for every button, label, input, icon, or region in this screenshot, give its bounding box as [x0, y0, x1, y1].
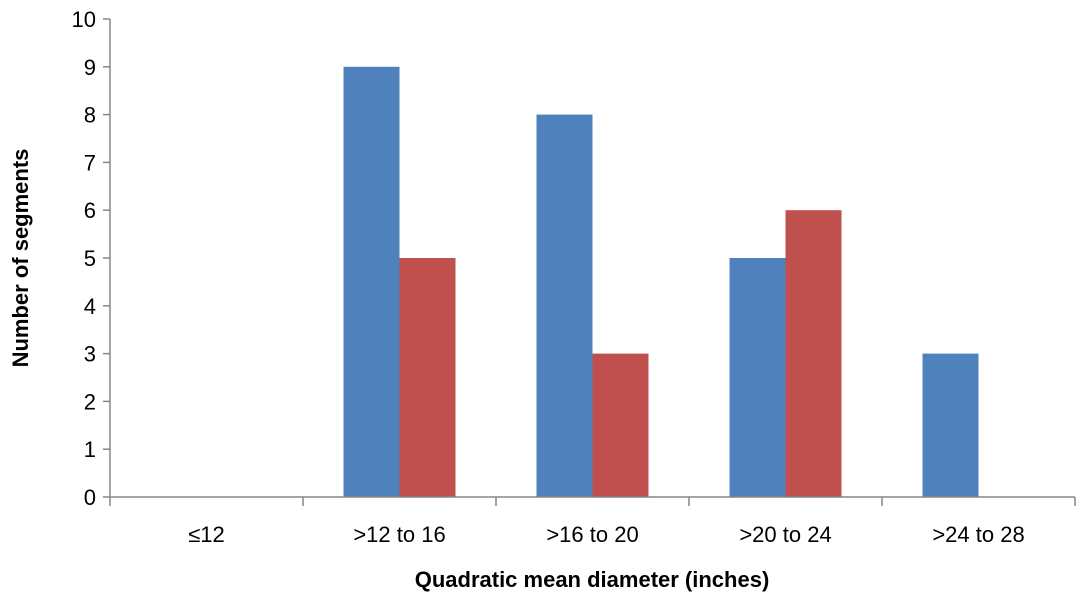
x-axis-title: Quadratic mean diameter (inches) — [415, 567, 770, 592]
bar-series-2 — [592, 353, 649, 497]
y-tick-label: 10 — [72, 7, 96, 32]
bar-series-2 — [785, 210, 842, 497]
y-axis-title: Number of segments — [8, 149, 33, 368]
bar-series-1 — [922, 353, 979, 497]
y-tick-label: 5 — [84, 246, 96, 271]
bar-series-2 — [399, 258, 456, 497]
x-axis-ticks — [109, 497, 1076, 506]
y-tick-label: 2 — [84, 389, 96, 414]
bars — [343, 66, 979, 498]
y-tick-label: 0 — [84, 485, 96, 510]
y-tick-label: 4 — [84, 294, 96, 319]
x-tick-label: >20 to 24 — [739, 522, 831, 547]
x-tick-label: >12 to 16 — [353, 522, 445, 547]
y-axis-ticks — [103, 18, 110, 498]
bar-series-1 — [536, 114, 593, 497]
y-tick-label: 9 — [84, 55, 96, 80]
y-tick-label: 3 — [84, 342, 96, 367]
x-tick-label: >16 to 20 — [546, 522, 638, 547]
x-axis-tick-labels: ≤12 >12 to 16 >16 to 20 >20 to 24 >24 to 28 — [188, 522, 1024, 547]
y-tick-label: 8 — [84, 103, 96, 128]
y-tick-label: 6 — [84, 198, 96, 223]
y-tick-label: 7 — [84, 150, 96, 175]
x-tick-label: >24 to 28 — [932, 522, 1024, 547]
bar-series-1 — [729, 258, 786, 497]
bar-series-1 — [343, 66, 400, 498]
y-axis-tick-labels: 0 1 2 3 4 5 6 7 8 9 10 — [72, 7, 96, 510]
x-tick-label: ≤12 — [188, 522, 225, 547]
y-tick-label: 1 — [84, 437, 96, 462]
